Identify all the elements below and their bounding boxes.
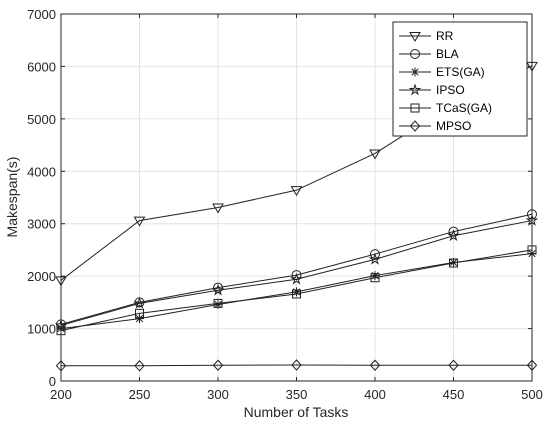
- data-point-ipso: [447, 229, 460, 242]
- axis-ticks: 200 250 300 350 400 450 5000100020003000400050…: [27, 7, 543, 402]
- data-point-mpso: [369, 359, 381, 372]
- legend-label: TCaS(GA): [436, 101, 492, 115]
- series-line-tcas-ga: [60, 249, 533, 332]
- legend-entry-ipso: IPSO: [399, 83, 465, 97]
- legend-marker-ets-ga: [410, 67, 420, 77]
- legend-marker-mpso: [409, 120, 421, 132]
- series-line-ipso: [60, 220, 533, 326]
- data-point-rr: [290, 186, 303, 197]
- legend-label: MPSO: [436, 119, 471, 133]
- legend-entry-mpso: MPSO: [399, 119, 471, 133]
- x-axis-label: Number of Tasks: [244, 404, 349, 420]
- y-tick-label: 2000: [27, 269, 56, 284]
- x-tick-label: 450: [443, 387, 465, 402]
- data-point-rr: [369, 149, 381, 160]
- data-point-ipso: [133, 296, 146, 309]
- x-tick-label: 200: [50, 387, 72, 402]
- series-line-mpso: [61, 364, 532, 367]
- data-point-bla: [370, 249, 380, 260]
- data-point-mpso: [448, 359, 459, 372]
- y-tick-label: 3000: [27, 217, 56, 232]
- x-tick-label: 400: [364, 387, 386, 402]
- y-tick-label: 7000: [27, 7, 56, 22]
- legend-entry-bla: BLA: [399, 47, 459, 61]
- legend-label: IPSO: [436, 83, 465, 97]
- y-tick-label: 4000: [27, 164, 56, 179]
- y-tick-label: 0: [49, 374, 56, 389]
- y-tick-label: 6000: [27, 59, 56, 74]
- x-tick-label: 500: [521, 387, 543, 402]
- x-tick-label: 350: [286, 387, 308, 402]
- legend-marker-tcas-ga: [410, 103, 420, 113]
- data-point-ipso: [368, 252, 382, 265]
- data-point-ets-ga: [213, 299, 223, 309]
- data-point-tcas-ga: [213, 298, 223, 308]
- data-point-tcas-ga: [370, 273, 380, 283]
- data-point-ets-ga: [135, 314, 144, 324]
- legend-label: RR: [436, 29, 454, 43]
- data-point-ipso: [290, 272, 303, 285]
- series-mpso: [55, 359, 538, 372]
- data-point-mpso: [134, 360, 145, 372]
- legend-entry-ets-ga: ETS(GA): [399, 65, 485, 79]
- data-point-mpso: [291, 359, 302, 371]
- y-tick-label: 1000: [27, 322, 56, 337]
- data-point-rr: [212, 203, 224, 214]
- legend-label: ETS(GA): [436, 65, 485, 79]
- legend-marker-rr: [409, 32, 421, 42]
- legend-entry-tcas-ga: TCaS(GA): [399, 101, 492, 115]
- x-tick-label: 300: [207, 387, 229, 402]
- legend-entry-rr: RR: [399, 29, 454, 43]
- data-point-ipso: [211, 283, 225, 296]
- data-point-tcas-ga: [135, 308, 144, 318]
- legend-marker-ipso: [408, 83, 422, 96]
- data-point-mpso: [212, 359, 224, 372]
- data-point-tcas-ga: [292, 289, 301, 299]
- data-point-tcas-ga: [449, 258, 458, 268]
- legend-marker-bla: [410, 49, 420, 59]
- series-ipso: [54, 213, 539, 331]
- legend-label: BLA: [436, 47, 459, 61]
- data-point-rr: [133, 216, 146, 227]
- y-tick-label: 5000: [27, 112, 56, 127]
- data-point-ets-ga: [292, 287, 301, 297]
- legend: RR BLA ETS(GA) IPSO TCaS(GA) MPSO: [392, 21, 528, 137]
- y-axis-label: Makespan(s): [4, 157, 20, 238]
- series-layer: [54, 61, 539, 372]
- x-tick-label: 250: [129, 387, 151, 402]
